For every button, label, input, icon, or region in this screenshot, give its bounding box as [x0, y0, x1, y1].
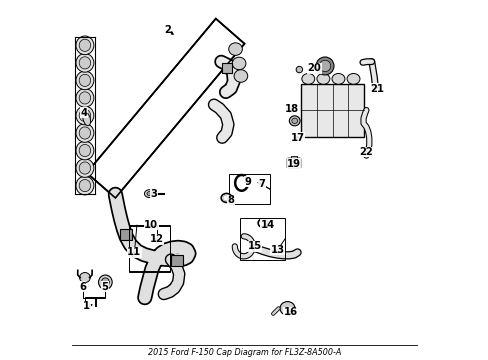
Ellipse shape: [223, 195, 230, 201]
Ellipse shape: [99, 275, 112, 289]
Ellipse shape: [228, 43, 242, 55]
Ellipse shape: [76, 141, 94, 160]
Text: 21: 21: [369, 84, 384, 94]
Ellipse shape: [291, 118, 297, 123]
Ellipse shape: [301, 73, 314, 84]
Ellipse shape: [260, 220, 266, 226]
Text: 19: 19: [286, 159, 301, 169]
Text: 1: 1: [83, 301, 90, 311]
Ellipse shape: [147, 192, 152, 195]
Text: 22: 22: [358, 147, 372, 157]
Bar: [129, 226, 170, 271]
Ellipse shape: [79, 162, 90, 174]
Text: 16: 16: [283, 307, 297, 317]
Ellipse shape: [289, 116, 300, 126]
Ellipse shape: [331, 73, 344, 84]
Text: 17: 17: [290, 133, 304, 143]
Ellipse shape: [80, 273, 90, 283]
Ellipse shape: [79, 39, 90, 51]
Ellipse shape: [101, 278, 109, 287]
Text: 2: 2: [163, 25, 170, 35]
Ellipse shape: [76, 176, 94, 195]
Ellipse shape: [234, 70, 247, 82]
Text: 18: 18: [284, 104, 298, 114]
Text: 20: 20: [307, 63, 321, 73]
Circle shape: [319, 60, 330, 72]
Text: 4: 4: [80, 108, 87, 118]
Ellipse shape: [316, 73, 329, 84]
Text: 2015 Ford F-150 Cap Diagram for FL3Z-8A500-A: 2015 Ford F-150 Cap Diagram for FL3Z-8A5…: [147, 348, 341, 357]
Ellipse shape: [76, 106, 94, 125]
Text: 8: 8: [227, 195, 234, 205]
Ellipse shape: [76, 36, 94, 55]
Ellipse shape: [76, 89, 94, 107]
Ellipse shape: [79, 109, 90, 122]
Bar: [221, 63, 231, 73]
Ellipse shape: [76, 71, 94, 90]
Ellipse shape: [280, 302, 294, 315]
Text: 3: 3: [150, 189, 157, 199]
Text: 9: 9: [244, 177, 251, 187]
Ellipse shape: [79, 144, 90, 157]
Ellipse shape: [221, 193, 231, 202]
Text: 15: 15: [247, 241, 261, 251]
Text: 6: 6: [79, 282, 86, 292]
Text: 7: 7: [258, 179, 264, 189]
Bar: [228, 174, 269, 204]
Ellipse shape: [79, 57, 90, 69]
Ellipse shape: [82, 112, 90, 126]
Ellipse shape: [79, 92, 90, 104]
Ellipse shape: [346, 73, 359, 84]
Ellipse shape: [76, 54, 94, 72]
Text: 5: 5: [101, 282, 108, 292]
Text: 11: 11: [127, 247, 141, 257]
Text: 12: 12: [149, 234, 163, 244]
Polygon shape: [86, 19, 244, 198]
Ellipse shape: [232, 57, 245, 70]
Ellipse shape: [79, 74, 90, 86]
Bar: [240, 219, 285, 260]
Ellipse shape: [79, 127, 90, 139]
Ellipse shape: [258, 219, 267, 227]
Ellipse shape: [76, 159, 94, 177]
Bar: [171, 255, 183, 266]
Ellipse shape: [76, 123, 94, 142]
Ellipse shape: [79, 180, 90, 192]
FancyBboxPatch shape: [286, 158, 300, 168]
Ellipse shape: [296, 66, 302, 73]
Circle shape: [315, 57, 333, 75]
Ellipse shape: [144, 190, 154, 198]
Bar: [120, 229, 132, 240]
Text: 14: 14: [260, 220, 274, 230]
Text: 10: 10: [144, 220, 158, 230]
Text: 13: 13: [270, 245, 284, 255]
Bar: [301, 84, 363, 137]
Bar: [129, 225, 170, 272]
